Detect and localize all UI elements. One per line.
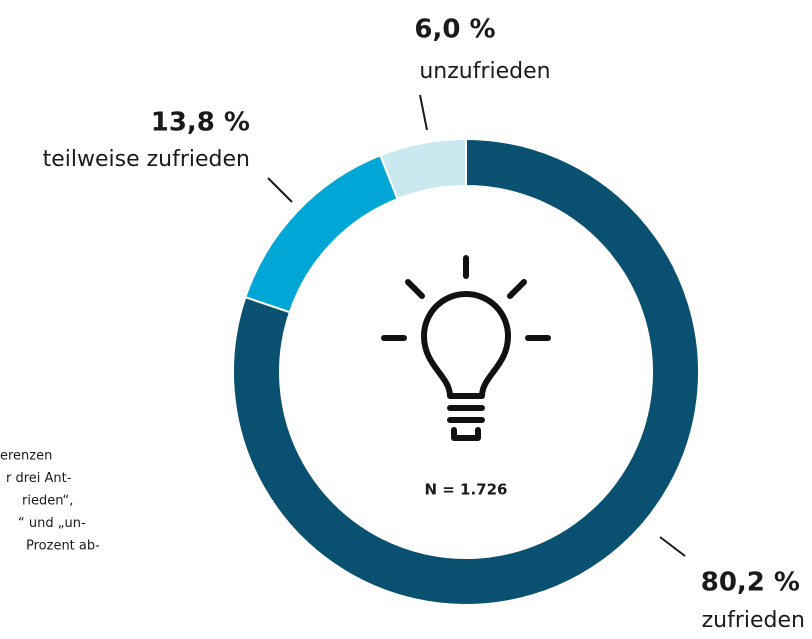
value-label: 80,2 % [701,568,800,598]
value-label: 13,8 % [151,108,250,138]
category-label: zufrieden [702,608,805,633]
category-label: unzufrieden [419,59,550,84]
note-line: Prozent ab- [26,539,100,554]
lightbulb-icon [381,255,551,441]
center-label: N = 1.726 [424,481,507,499]
donut-segment [232,137,700,606]
note-line: erenzen [0,449,52,464]
value-label: 6,0 % [414,15,495,45]
donut-segment [244,154,399,314]
note-line: rieden“, [22,494,73,509]
leader-lines [267,94,686,557]
note-line: r drei Ant- [6,471,72,486]
category-label: teilweise zufrieden [43,147,250,172]
leader-line [659,536,686,557]
leader-line [419,94,428,131]
leader-line [267,177,293,203]
note-line: “ und „un- [18,516,86,531]
